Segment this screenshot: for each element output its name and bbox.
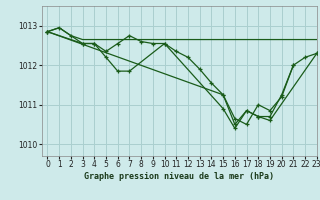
X-axis label: Graphe pression niveau de la mer (hPa): Graphe pression niveau de la mer (hPa) [84,172,274,181]
